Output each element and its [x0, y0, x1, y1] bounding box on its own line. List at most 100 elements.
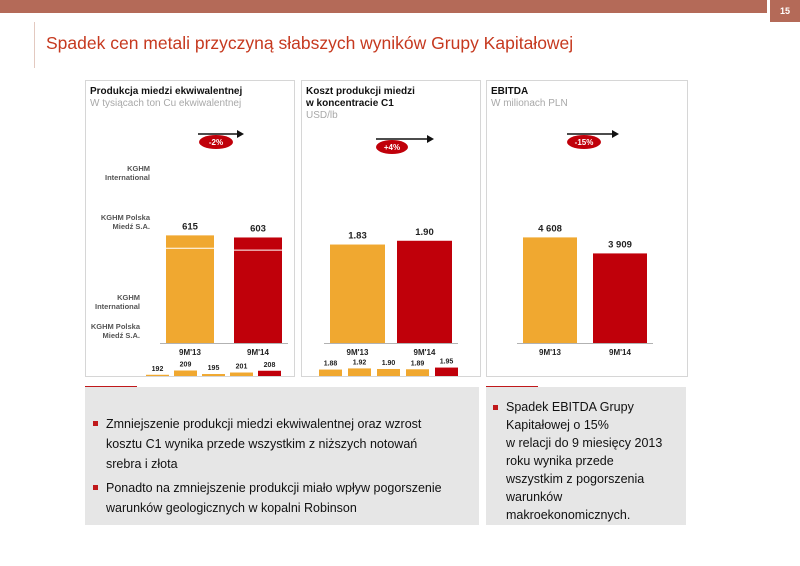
category-label: 9M'14	[609, 348, 631, 357]
category-label: 9M'14	[247, 348, 269, 357]
stack-label: KGHM	[117, 293, 140, 302]
trend-arrowhead	[427, 135, 434, 143]
change-badge: +4%	[376, 140, 408, 154]
top-bar	[0, 0, 767, 13]
bar	[397, 240, 452, 343]
bar	[174, 370, 197, 376]
panel-title: Produkcja miedzi ekwiwalentnej	[90, 86, 242, 98]
badge-shape	[567, 135, 601, 149]
category-label: 9M'13	[179, 348, 201, 357]
bullet-text: Zmniejszenie produkcji miedzi ekwiwalent…	[93, 414, 473, 474]
bar	[202, 374, 225, 376]
data-label: 3 909	[608, 239, 632, 250]
bar	[234, 237, 282, 343]
panel-subtitle: USD/lb	[306, 110, 338, 121]
category-label: 9M'14	[414, 348, 436, 357]
bar	[377, 368, 400, 376]
bullet-text: Spadek EBITDA Grupy Kapitałowej o 15% w …	[493, 398, 681, 524]
bar	[146, 374, 169, 376]
panel-c1-cost: Koszt produkcji miedzi w koncentracie C1…	[301, 80, 481, 377]
data-label: 1.83	[348, 231, 367, 242]
category-label: 9M'13	[347, 348, 369, 357]
panel-title-line: Produkcja miedzi ekwiwalentnej	[90, 86, 243, 97]
stack-label: Miedź S.A.	[112, 222, 150, 231]
bullet-line: wszystkim z pogorszenia	[506, 472, 645, 486]
trend-arrowhead	[612, 130, 619, 138]
data-label: 1.90	[382, 360, 396, 367]
page-number: 15	[770, 0, 800, 22]
panel-subtitle: W milionach PLN	[491, 98, 568, 109]
data-label: 1.92	[353, 359, 367, 366]
bullet-line: warunków geologicznych w kopalni Robinso…	[106, 501, 357, 515]
panel-subtitle: W tysiącach ton Cu ekwiwalentnej	[90, 98, 242, 109]
bullet-line: srebra i złota	[106, 457, 178, 471]
panel-title-line: EBITDA	[491, 86, 529, 97]
bullet-line: Kapitałowej o 15%	[506, 418, 609, 432]
stack-labels: KGHM International KGHM Polska Miedź S.A…	[91, 164, 151, 340]
bullet-item: Spadek EBITDA Grupy Kapitałowej o 15% w …	[493, 398, 681, 524]
bar	[406, 369, 429, 376]
panel-title-line: Koszt produkcji miedzi	[306, 86, 415, 97]
bar	[166, 235, 214, 343]
bullet-marker	[93, 421, 98, 426]
stack-label: International	[105, 173, 150, 182]
bar	[435, 367, 458, 376]
data-label: 1.95	[440, 359, 454, 366]
data-label: 192	[152, 366, 164, 373]
panel-title: EBITDA	[491, 86, 528, 98]
bar	[319, 369, 342, 376]
badge-shape	[199, 135, 233, 149]
panel-title: Koszt produkcji miedzi w koncentracie C1	[306, 86, 415, 110]
data-label: 615	[182, 221, 199, 232]
bullet-text: Ponadto na zmniejszenie produkcji miało …	[93, 478, 473, 518]
panel-title-line: w koncentracie C1	[306, 98, 394, 109]
bullet-line: Ponadto na zmniejszenie produkcji miało …	[106, 481, 442, 495]
stack-label: International	[95, 302, 140, 311]
bar	[593, 253, 647, 343]
badge-label: -2%	[209, 138, 223, 147]
badge-shape	[376, 140, 408, 154]
bullet-line: makroekonomicznych.	[506, 508, 631, 522]
stack-label: KGHM	[127, 164, 150, 173]
trend-arrowhead	[237, 130, 244, 138]
data-label: 1.90	[415, 227, 434, 238]
bullet-marker	[493, 405, 498, 410]
bullet-line: warunków	[506, 490, 563, 504]
page-title: Spadek cen metali przyczyną słabszych wy…	[46, 33, 574, 53]
bullet-line: Spadek EBITDA Grupy	[506, 400, 634, 414]
bullet-line: kosztu C1 wynika przede wszystkim z niżs…	[106, 437, 418, 451]
bar	[258, 370, 281, 376]
stack-label: Miedź S.A.	[102, 331, 140, 340]
stack-label: KGHM Polska	[91, 322, 141, 331]
change-badge: -15%	[567, 135, 601, 149]
data-label: 1.88	[324, 361, 338, 368]
data-label: 201	[236, 364, 248, 371]
stack-label: KGHM Polska	[101, 213, 151, 222]
bar	[348, 368, 371, 376]
bullet-marker	[93, 485, 98, 490]
change-badge: -2%	[199, 135, 233, 149]
summary-box-left: Zmniejszenie produkcji miedzi ekwiwalent…	[85, 387, 479, 525]
bar	[230, 372, 253, 376]
bullet-line: roku wynika przede	[506, 454, 614, 468]
data-label: 603	[250, 223, 266, 234]
summary-box-right: Spadek EBITDA Grupy Kapitałowej o 15% w …	[486, 387, 686, 525]
bullet-item: Ponadto na zmniejszenie produkcji miało …	[93, 478, 473, 518]
data-label: 208	[264, 362, 276, 369]
category-label: 9M'13	[539, 348, 561, 357]
chart-copper-production: KGHM International KGHM Polska Miedź S.A…	[91, 130, 288, 376]
bullet-line: w relacji do 9 miesięcy 2013	[506, 436, 663, 450]
title-rule	[34, 22, 35, 68]
bullet-item: Zmniejszenie produkcji miedzi ekwiwalent…	[93, 414, 473, 474]
bar	[330, 244, 385, 343]
bullet-line: Zmniejszenie produkcji miedzi ekwiwalent…	[106, 417, 422, 431]
bar	[523, 237, 577, 343]
panel-ebitda: EBITDA W milionach PLN -15% 4 608 9M'13 3 …	[486, 80, 688, 377]
badge-label: -15%	[575, 138, 594, 147]
data-label: 1.89	[411, 360, 425, 367]
badge-label: +4%	[384, 143, 400, 152]
panel-copper-production: Produkcja miedzi ekwiwalentnej W tysiąca…	[85, 80, 295, 377]
data-label: 195	[208, 365, 220, 372]
